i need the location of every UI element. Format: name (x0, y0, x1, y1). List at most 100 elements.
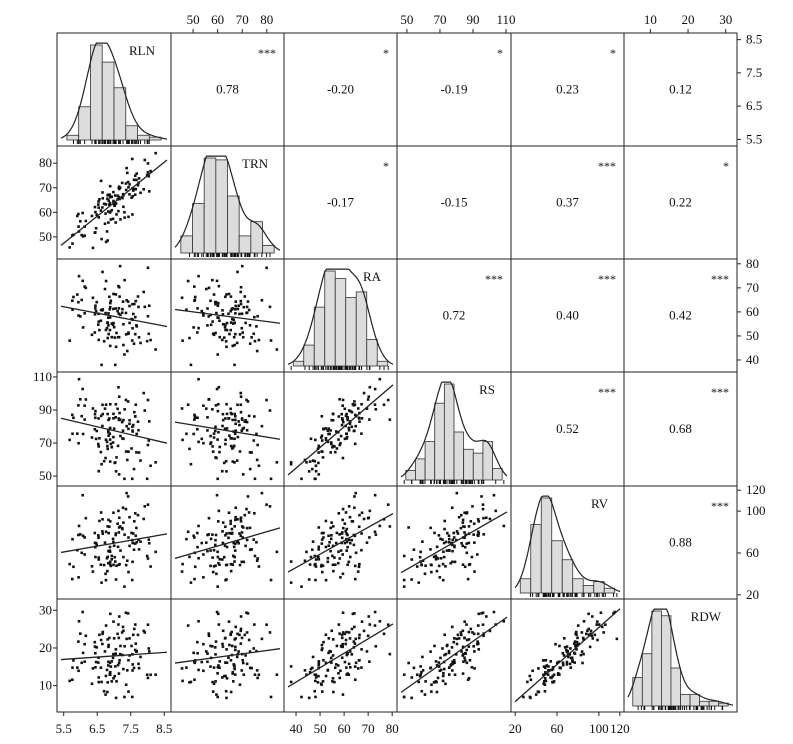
scatter-point (193, 299, 196, 303)
scatter-point (586, 629, 589, 633)
histogram-bar (303, 344, 315, 367)
scatter-point (333, 556, 336, 559)
scatter-point (443, 653, 446, 657)
scatter-point (421, 540, 424, 543)
scatter-point (470, 666, 474, 669)
scatter-point (476, 534, 480, 538)
scatter-point (106, 525, 109, 528)
scatter-point (81, 610, 84, 614)
scatter-point (84, 398, 88, 401)
scatter-point (331, 654, 335, 657)
scatter-point (368, 623, 372, 626)
significance-stars: * (383, 46, 389, 60)
scatter-point (202, 576, 205, 579)
scatter-point (319, 436, 323, 439)
scatter-point (117, 531, 121, 534)
scatter-point (181, 562, 184, 566)
scatter-point (145, 673, 149, 677)
scatter-point (107, 429, 110, 432)
scatter-point (221, 469, 224, 473)
scatter-point (247, 511, 251, 514)
scatter-point (252, 647, 256, 650)
scatter-point (76, 214, 79, 218)
scatter-point (357, 636, 361, 640)
scatter-point (126, 612, 130, 615)
correlation-value: 0.23 (556, 82, 579, 97)
scatter-point (575, 643, 579, 647)
axis-tick-label-rdw: 20 (39, 640, 52, 655)
scatter-point (224, 417, 227, 420)
scatter-point (230, 412, 233, 416)
scatter-point (90, 682, 94, 686)
scatter-point (229, 690, 233, 694)
scatter-point (450, 625, 454, 629)
scatter-point (108, 426, 112, 430)
scatter-point (348, 637, 352, 640)
scatter-point (233, 555, 236, 559)
axis-tick-label-rdw: 10 (644, 12, 657, 27)
scatter-point (374, 533, 378, 536)
scatter-point (451, 662, 455, 666)
scatter-point (242, 426, 246, 430)
scatter-point (95, 646, 99, 649)
scatter-point (253, 512, 256, 515)
scatter-point (435, 545, 439, 549)
scatter-point (122, 343, 125, 347)
scatter-point (104, 212, 107, 215)
scatter-point (239, 403, 243, 407)
scatter-point (200, 541, 204, 545)
scatter-point (207, 398, 211, 401)
scatter-point (78, 219, 82, 223)
scatter-point (142, 290, 146, 294)
scatter-point (255, 349, 259, 353)
scatter-point (134, 299, 138, 303)
scatter-point (133, 542, 137, 545)
scatter-point (320, 414, 324, 418)
scatter-point (362, 391, 366, 395)
scatter-point (234, 429, 238, 433)
scatter-point (358, 420, 361, 424)
scatter-point (236, 307, 240, 311)
scatter-point (348, 650, 352, 653)
scatter-point (476, 640, 479, 643)
scatter-point (123, 216, 126, 219)
scatter-point (193, 285, 196, 288)
scatter-point (233, 308, 237, 311)
scatter-point (209, 665, 212, 668)
scatter-point (124, 333, 128, 336)
scatter-point (122, 667, 125, 671)
scatter-point (248, 451, 252, 454)
scatter-point (186, 403, 190, 406)
scatter-point (104, 311, 107, 315)
scatter-point (80, 414, 84, 418)
correlation-value: 0.68 (669, 421, 692, 436)
histogram-bar (227, 195, 240, 254)
scatter-point (235, 341, 239, 345)
scatter-point (569, 666, 573, 669)
density-curve (60, 42, 168, 140)
scatter-point (120, 311, 124, 315)
significance-stars: *** (598, 385, 616, 399)
scatter-point (313, 459, 317, 463)
scatter-point (441, 679, 445, 683)
histogram-bar (292, 360, 305, 367)
scatter-point (103, 407, 107, 410)
scatter-point (131, 532, 135, 535)
scatter-point (551, 674, 555, 678)
scatter-point (334, 541, 338, 545)
scatter-point (352, 543, 356, 547)
scatter-point (574, 644, 577, 648)
scatter-point (192, 326, 195, 329)
axis-tick-label-trn: 70 (236, 12, 249, 27)
smooth-line (60, 533, 168, 554)
scatter-point (101, 403, 104, 407)
scatter-point (181, 339, 184, 342)
scatter-point (147, 650, 151, 653)
correlation-value: 0.88 (669, 535, 692, 550)
scatter-point (388, 525, 392, 528)
scatter-point (110, 554, 114, 558)
scatter-point (329, 650, 333, 653)
scatter-point (566, 650, 569, 653)
scatter-point (192, 651, 195, 655)
scatter-point (133, 315, 137, 319)
